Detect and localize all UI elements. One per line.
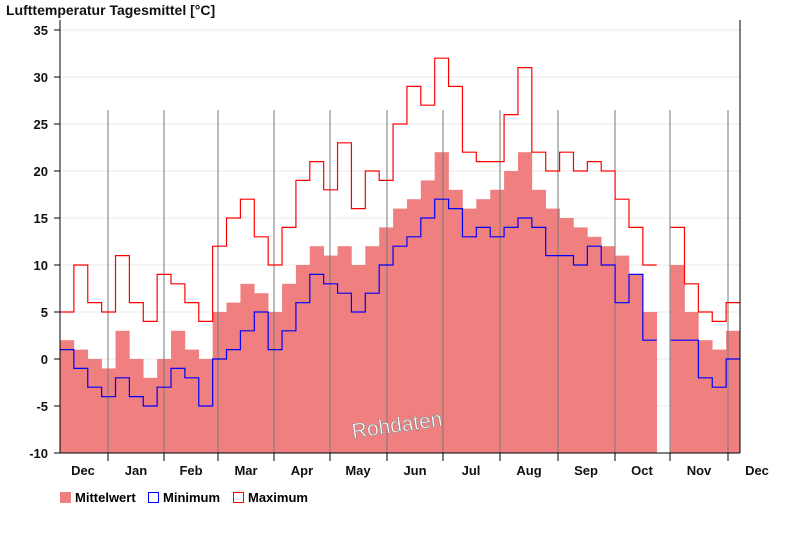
y-tick-label: 35	[34, 23, 48, 38]
mean-bar	[587, 236, 602, 453]
x-tick-label: Jul	[462, 463, 481, 478]
mean-bar	[698, 340, 713, 453]
mean-bar	[226, 302, 241, 453]
mean-bar	[615, 255, 630, 453]
mean-bar	[379, 227, 394, 453]
mean-bar	[490, 189, 505, 454]
x-tick-label: Jun	[403, 463, 426, 478]
x-tick-label: Sep	[574, 463, 598, 478]
mean-bar	[406, 199, 422, 453]
x-tick-label: Aug	[516, 463, 541, 478]
legend-mean: Mittelwert	[60, 490, 136, 505]
x-tick-label: Dec	[71, 463, 95, 478]
mean-bar	[268, 312, 283, 453]
mean-bar	[184, 349, 200, 453]
mean-bar	[254, 293, 269, 453]
legend-label-max: Maximum	[248, 490, 308, 505]
legend-label-mean: Mittelwert	[75, 490, 136, 505]
y-tick-label: -5	[36, 399, 48, 414]
x-tick-label: Dec	[745, 463, 769, 478]
mean-bar	[684, 312, 699, 453]
mean-bar	[143, 377, 158, 453]
mean-bar	[420, 180, 435, 453]
mean-bar	[559, 218, 574, 453]
min-line	[60, 198, 740, 407]
mean-bar	[87, 359, 102, 453]
mean-bar	[115, 330, 130, 453]
max-line	[60, 57, 740, 322]
mean-bar	[101, 368, 116, 453]
mean-bar	[212, 312, 227, 453]
mean-bar	[628, 274, 644, 453]
legend-swatch-min	[148, 492, 159, 503]
mean-bar	[240, 283, 255, 453]
x-tick-label: Feb	[179, 463, 202, 478]
y-tick-label: 0	[41, 352, 48, 367]
y-tick-label: 5	[41, 305, 48, 320]
mean-bar	[573, 227, 588, 453]
legend-swatch-max	[233, 492, 244, 503]
y-tick-label: 30	[34, 70, 48, 85]
y-tick-label: 10	[34, 258, 48, 273]
x-tick-label: Apr	[291, 463, 313, 478]
mean-bar	[323, 255, 338, 453]
mean-bar	[642, 312, 658, 453]
mean-bar	[601, 246, 616, 453]
legend-label-min: Minimum	[163, 490, 221, 505]
mean-bar	[129, 359, 144, 453]
x-tick-label: Oct	[631, 463, 653, 478]
mean-bar	[60, 340, 75, 453]
mean-bar	[295, 265, 311, 453]
mean-bar	[337, 246, 352, 453]
mean-bar	[448, 189, 463, 454]
mean-bar	[73, 349, 89, 453]
mean-bar	[504, 171, 519, 453]
mean-bar	[476, 199, 491, 453]
mean-bar	[712, 349, 727, 453]
y-tick-label: 15	[34, 211, 48, 226]
legend-max: Maximum	[233, 490, 308, 505]
x-tick-label: Mar	[234, 463, 257, 478]
x-tick-label: May	[345, 463, 371, 478]
y-tick-label: 25	[34, 117, 48, 132]
mean-bar	[531, 189, 547, 454]
chart-title: Lufttemperatur Tagesmittel [°C]	[6, 2, 216, 18]
mean-bar	[462, 208, 477, 453]
mean-bar	[365, 246, 380, 453]
mean-bar	[726, 330, 741, 453]
legend-min: Minimum	[148, 490, 220, 505]
mean-bar	[282, 283, 297, 453]
legend-swatch-mean	[60, 492, 71, 503]
y-tick-label: 20	[34, 164, 48, 179]
mean-bar	[393, 208, 408, 453]
x-tick-label: Nov	[687, 463, 712, 478]
mean-bar	[670, 265, 685, 453]
x-tick-label: Jan	[125, 463, 147, 478]
mean-bar	[517, 152, 533, 453]
mean-bar	[309, 246, 324, 453]
y-tick-label: -10	[29, 446, 48, 461]
mean-bar	[545, 208, 560, 453]
mean-bar	[434, 152, 449, 453]
mean-bar	[171, 330, 186, 453]
